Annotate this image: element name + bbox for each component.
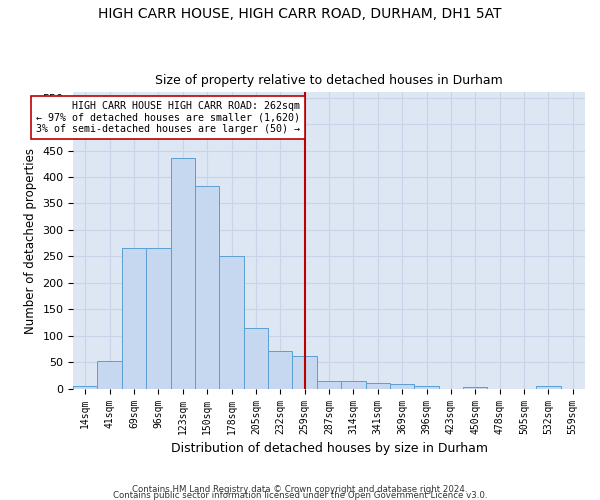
Bar bbox=[73, 386, 97, 388]
Y-axis label: Number of detached properties: Number of detached properties bbox=[23, 148, 37, 334]
Bar bbox=[292, 356, 317, 388]
Title: Size of property relative to detached houses in Durham: Size of property relative to detached ho… bbox=[155, 74, 503, 87]
Bar bbox=[97, 361, 122, 388]
Bar bbox=[170, 158, 195, 388]
Bar bbox=[122, 248, 146, 388]
Bar bbox=[341, 381, 365, 388]
Bar bbox=[415, 386, 439, 388]
Bar bbox=[146, 248, 170, 388]
Text: HIGH CARR HOUSE HIGH CARR ROAD: 262sqm
← 97% of detached houses are smaller (1,6: HIGH CARR HOUSE HIGH CARR ROAD: 262sqm ←… bbox=[36, 101, 300, 134]
Bar bbox=[244, 328, 268, 388]
X-axis label: Distribution of detached houses by size in Durham: Distribution of detached houses by size … bbox=[170, 442, 488, 455]
Text: Contains HM Land Registry data © Crown copyright and database right 2024.: Contains HM Land Registry data © Crown c… bbox=[132, 484, 468, 494]
Bar bbox=[463, 387, 487, 388]
Bar bbox=[195, 186, 220, 388]
Bar bbox=[317, 381, 341, 388]
Bar bbox=[536, 386, 560, 388]
Bar bbox=[365, 384, 390, 388]
Text: Contains public sector information licensed under the Open Government Licence v3: Contains public sector information licen… bbox=[113, 490, 487, 500]
Text: HIGH CARR HOUSE, HIGH CARR ROAD, DURHAM, DH1 5AT: HIGH CARR HOUSE, HIGH CARR ROAD, DURHAM,… bbox=[98, 8, 502, 22]
Bar bbox=[220, 256, 244, 388]
Bar bbox=[390, 384, 415, 388]
Bar bbox=[268, 350, 292, 389]
